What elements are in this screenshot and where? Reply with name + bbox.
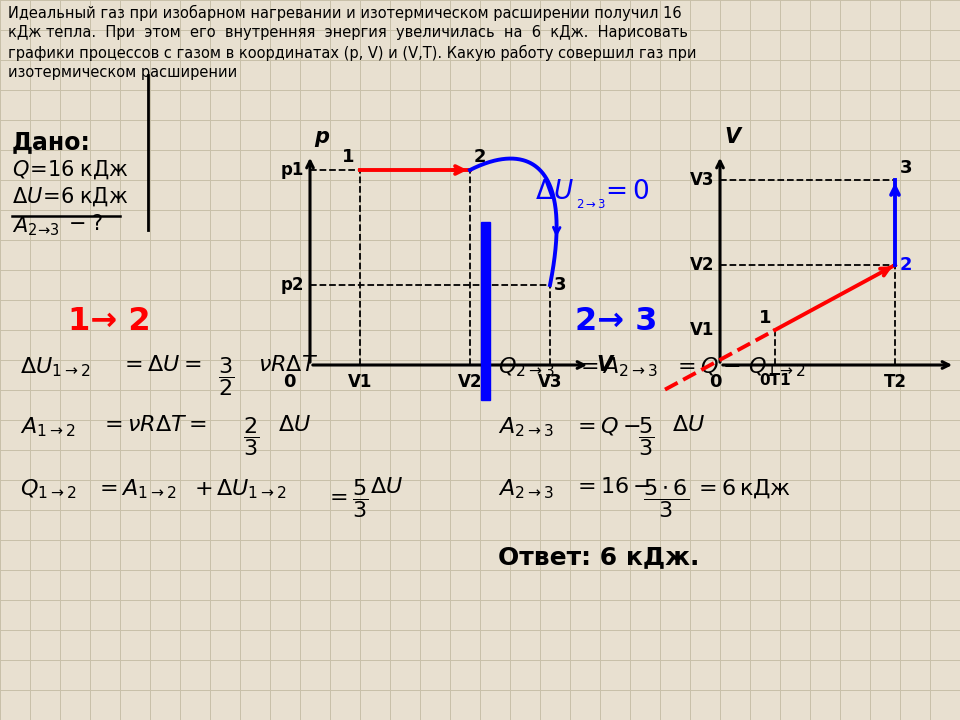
Text: ${}_{2\to3}$: ${}_{2\to3}$ (576, 193, 607, 211)
Text: кДж тепла.  При  этом  его  внутренняя  энергия  увеличилась  на  6  кДж.  Нарис: кДж тепла. При этом его внутренняя энерг… (8, 25, 688, 40)
Text: 2: 2 (474, 148, 487, 166)
Text: 0T1: 0T1 (759, 373, 791, 388)
Text: $\Delta U$: $\Delta U$ (672, 415, 705, 435)
Text: V1: V1 (689, 321, 714, 339)
Text: V3: V3 (689, 171, 714, 189)
Text: $\dfrac{5}{3}$: $\dfrac{5}{3}$ (638, 415, 654, 458)
Text: 3: 3 (554, 276, 566, 294)
Text: $\Delta U_{1\to 2}$: $\Delta U_{1\to 2}$ (20, 355, 91, 379)
Text: изотермическом расширении: изотермическом расширении (8, 65, 237, 80)
Text: 2→ 3: 2→ 3 (575, 307, 658, 338)
Text: 0: 0 (708, 373, 721, 391)
Text: V2: V2 (689, 256, 714, 274)
Text: $Q\!=\!16\;\text{кДж}$: $Q\!=\!16\;\text{кДж}$ (12, 158, 129, 181)
Text: $\Delta U\!=\!6\;\text{кДж}$: $\Delta U\!=\!6\;\text{кДж}$ (12, 185, 129, 208)
Text: Идеальный газ при изобарном нагревании и изотермическом расширении получил 16: Идеальный газ при изобарном нагревании и… (8, 5, 682, 21)
Text: графики процессов с газом в координатах (p, V) и (V,T). Какую работу совершил га: графики процессов с газом в координатах … (8, 45, 697, 61)
Text: $=Q -\, Q_{1\to 2}$: $=Q -\, Q_{1\to 2}$ (673, 355, 805, 379)
Text: $A_{2\to 3}$: $A_{2\to 3}$ (498, 415, 554, 438)
Text: $=0$: $=0$ (600, 179, 649, 205)
Text: $\dfrac{2}{3}$: $\dfrac{2}{3}$ (243, 415, 259, 458)
Text: $\dfrac{3}{2}$: $\dfrac{3}{2}$ (218, 355, 234, 398)
Text: V: V (596, 355, 612, 375)
Text: $=\dfrac{5}{3}$: $=\dfrac{5}{3}$ (325, 477, 369, 520)
Text: 1: 1 (758, 309, 771, 327)
Text: $\Delta U$: $\Delta U$ (535, 179, 574, 205)
Text: $+\,\Delta U_{1\to 2}$: $+\,\Delta U_{1\to 2}$ (194, 477, 287, 500)
Text: Дано:: Дано: (12, 130, 91, 154)
Text: $=6\,\text{кДж}$: $=6\,\text{кДж}$ (694, 477, 791, 500)
Text: $A_{2\!\to\!3}$: $A_{2\!\to\!3}$ (12, 214, 60, 238)
Text: V1: V1 (348, 373, 372, 391)
Text: $= A_{2\to 3}$: $= A_{2\to 3}$ (576, 355, 658, 379)
Text: 3: 3 (900, 159, 913, 177)
Text: 0: 0 (283, 373, 296, 391)
Text: p1: p1 (280, 161, 304, 179)
Text: V: V (724, 127, 740, 147)
Text: $=\nu R\Delta T =$: $=\nu R\Delta T =$ (100, 415, 206, 435)
Text: p2: p2 (280, 276, 304, 294)
Text: $\nu R\Delta T$: $\nu R\Delta T$ (258, 355, 318, 375)
Text: p: p (314, 127, 329, 147)
Text: V3: V3 (538, 373, 563, 391)
Text: V2: V2 (458, 373, 482, 391)
Text: 2: 2 (900, 256, 913, 274)
Text: $Q_{2\to 3}$: $Q_{2\to 3}$ (498, 355, 555, 379)
Text: 1→ 2: 1→ 2 (68, 307, 151, 338)
Text: $=16 -$: $=16 -$ (573, 477, 651, 497)
Text: Ответ: 6 кДж.: Ответ: 6 кДж. (498, 545, 700, 569)
Text: $=Q -$: $=Q -$ (573, 415, 640, 437)
Text: $\dfrac{5 \cdot 6}{3}$: $\dfrac{5 \cdot 6}{3}$ (643, 477, 689, 520)
Text: $A_{2\to 3}$: $A_{2\to 3}$ (498, 477, 554, 500)
Text: $\Delta U$: $\Delta U$ (278, 415, 311, 435)
Text: $= A_{1\to 2}$: $= A_{1\to 2}$ (95, 477, 177, 500)
Text: $\Delta U$: $\Delta U$ (370, 477, 403, 497)
Text: 1: 1 (342, 148, 354, 166)
Text: $Q_{1\to 2}$: $Q_{1\to 2}$ (20, 477, 77, 500)
Bar (481, 222, 490, 400)
Text: T2: T2 (883, 373, 906, 391)
Text: $=\Delta U =$: $=\Delta U =$ (120, 355, 202, 375)
Text: $-\;?$: $-\;?$ (68, 214, 103, 234)
Text: $A_{1\to 2}$: $A_{1\to 2}$ (20, 415, 76, 438)
